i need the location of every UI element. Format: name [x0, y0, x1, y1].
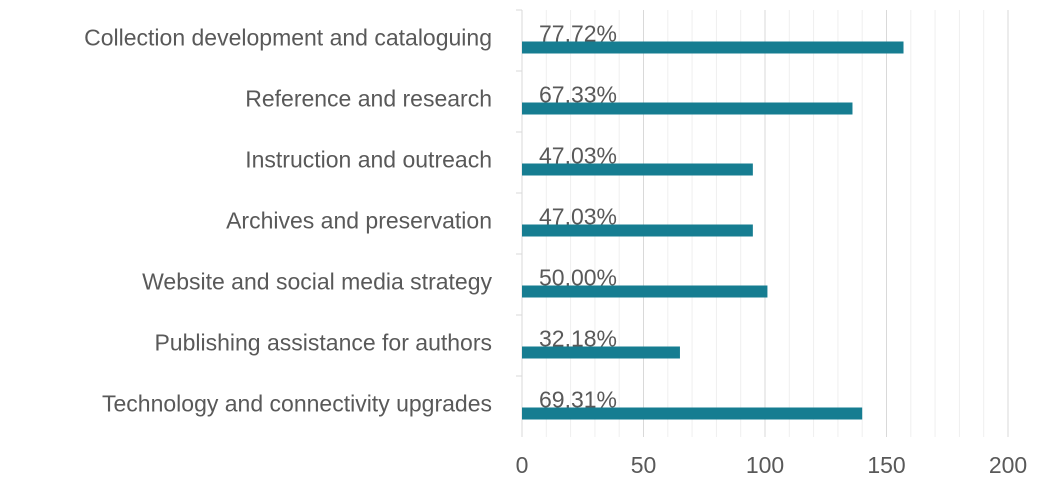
data-label: 47.03%	[539, 143, 617, 169]
y-tick-label: Technology and connectivity upgrades	[102, 391, 492, 417]
data-label: 32.18%	[539, 326, 617, 352]
bar	[522, 102, 853, 115]
x-tick-label: 50	[631, 452, 657, 478]
data-label: 50.00%	[539, 265, 617, 291]
x-tick-label: 0	[516, 452, 529, 478]
y-tick-label: Instruction and outreach	[245, 147, 492, 173]
bar	[522, 224, 753, 237]
data-label: 47.03%	[539, 204, 617, 230]
x-tick-label: 100	[746, 452, 784, 478]
y-tick-label: Collection development and cataloguing	[84, 25, 492, 51]
y-tick-label: Archives and preservation	[226, 208, 492, 234]
bar	[522, 346, 680, 359]
bar	[522, 163, 753, 176]
y-tick-label: Website and social media strategy	[142, 269, 492, 295]
y-tick-label: Publishing assistance for authors	[154, 330, 492, 356]
data-label: 67.33%	[539, 82, 617, 108]
data-label: 69.31%	[539, 387, 617, 413]
bar	[522, 407, 863, 420]
x-tick-label: 150	[867, 452, 905, 478]
bar	[522, 285, 768, 298]
bar	[522, 41, 904, 54]
y-tick-label: Reference and research	[245, 86, 492, 112]
data-label: 77.72%	[539, 21, 617, 47]
x-tick-label: 200	[989, 452, 1027, 478]
